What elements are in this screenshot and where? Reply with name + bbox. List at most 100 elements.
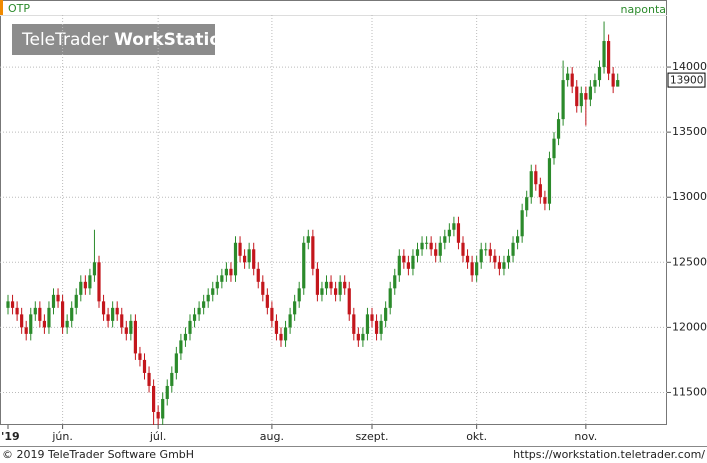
candle-body: [338, 281, 342, 295]
candle-body: [365, 314, 370, 334]
candle-body: [393, 275, 397, 289]
candle-body: [61, 301, 65, 328]
copyright: © 2019 TeleTrader Software GmbH: [2, 448, 194, 461]
candle-body: [588, 86, 592, 100]
candle-body: [297, 288, 301, 302]
candle-body: [92, 262, 97, 276]
candle-body: [215, 281, 219, 289]
candle-body: [206, 294, 210, 302]
candle-body: [65, 320, 69, 328]
symbol-marker: [0, 0, 3, 15]
candle-body: [79, 281, 83, 295]
y-tick-label: 14000: [672, 60, 707, 73]
candle-body: [56, 294, 60, 302]
candle-body: [516, 236, 520, 243]
candle-body: [101, 301, 106, 315]
candle-body: [20, 314, 24, 328]
candle-body: [479, 249, 483, 263]
y-tick-label: 12000: [672, 320, 707, 333]
candle-body: [602, 41, 606, 68]
candle-body: [51, 294, 56, 308]
candle-body: [502, 262, 506, 269]
candle-body: [265, 294, 269, 308]
candle-body: [74, 294, 78, 308]
candle-body: [106, 314, 110, 321]
candle-body: [252, 249, 256, 269]
candle-body: [379, 320, 383, 334]
candle-body: [42, 320, 46, 328]
candle-body: [543, 197, 547, 204]
candle-body: [538, 184, 542, 198]
candle-body: [434, 249, 438, 256]
candle-body: [607, 41, 611, 74]
candle-body: [115, 307, 119, 315]
candle-body: [570, 73, 574, 87]
candle-body: [279, 333, 283, 341]
candle-body: [315, 268, 319, 295]
candle-body: [302, 242, 306, 289]
candle-body: [324, 281, 329, 289]
x-tick-label: nov.: [574, 430, 597, 443]
candle-body: [6, 301, 10, 308]
candle-body: [188, 320, 192, 334]
candle-body: [484, 249, 488, 251]
candle-body: [133, 320, 137, 354]
candle-body: [10, 301, 15, 308]
candle-body: [561, 80, 565, 120]
candle-body: [425, 242, 429, 244]
candle-body: [329, 281, 333, 289]
last-price: 13900: [670, 75, 703, 87]
candle-body: [83, 281, 87, 289]
candle-body: [388, 288, 392, 308]
candle-body: [443, 236, 447, 243]
candle-body: [202, 301, 206, 308]
x-tick-label: okt.: [466, 430, 487, 443]
y-tick-label: 12500: [672, 255, 707, 268]
y-tick-label: 11500: [672, 385, 707, 398]
watermark: TeleTrader WorkStation: [21, 30, 233, 50]
last-price-box: [667, 72, 706, 88]
candle-body: [247, 249, 251, 263]
candle-body: [270, 307, 274, 321]
y-tick-label: 13000: [672, 190, 707, 203]
candle-body: [447, 229, 451, 237]
candle-body: [156, 411, 160, 419]
candle-body: [170, 372, 174, 386]
candle-body: [138, 353, 142, 360]
candle-body: [406, 262, 410, 269]
candle-body: [224, 268, 228, 276]
candle-body: [556, 119, 561, 139]
candle-body: [311, 236, 315, 269]
candle-body: [129, 320, 133, 334]
candle-body: [384, 307, 388, 321]
candle-body: [525, 197, 529, 211]
candle-body: [402, 255, 406, 263]
candle-body: [475, 262, 479, 276]
candle-body: [174, 353, 178, 373]
candle-body: [111, 307, 115, 321]
candle-body: [452, 223, 456, 230]
candle-body: [229, 268, 233, 276]
candle-body: [238, 242, 242, 256]
candle-body: [370, 314, 374, 321]
candle-body: [497, 262, 501, 269]
candle-body: [220, 275, 224, 282]
candle-body: [575, 86, 579, 107]
candle-body: [47, 307, 51, 328]
candle-body: [397, 255, 401, 276]
candle-body: [529, 171, 533, 198]
candle-body: [124, 327, 128, 334]
candle-body: [293, 301, 297, 315]
candle-body: [15, 307, 19, 315]
candle-body: [97, 262, 101, 302]
x-tick-label: szept.: [355, 430, 388, 443]
candle-body: [211, 288, 215, 295]
candle-body: [192, 314, 197, 321]
candle-body: [38, 307, 42, 321]
candle-body: [429, 242, 433, 250]
candle-body: [152, 385, 156, 412]
candle-body: [465, 255, 470, 263]
candle-body: [506, 255, 511, 263]
candle-body: [461, 242, 465, 256]
